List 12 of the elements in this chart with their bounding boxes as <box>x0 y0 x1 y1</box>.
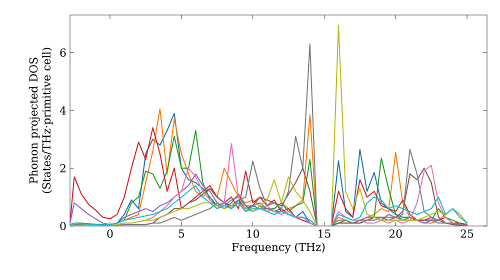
x-tick-label: 10 <box>247 230 260 238</box>
y-axis-title: Phonon projected DOS (States/THz·primitive cell) <box>29 48 53 194</box>
x-tick-label: 25 <box>460 230 474 238</box>
x-tick-label: 0 <box>107 230 113 238</box>
x-tick-label: 20 <box>389 230 402 238</box>
x-tick-label: 5 <box>178 230 184 238</box>
y-tick-label: 0 <box>60 222 66 230</box>
y-tick-label: 6 <box>60 48 66 57</box>
y-tick-label: 4 <box>60 106 66 114</box>
y-tick-label: 2 <box>60 164 66 172</box>
x-axis-title: Frequency (THz) <box>232 242 325 254</box>
x-tick-label: 15 <box>318 230 330 238</box>
